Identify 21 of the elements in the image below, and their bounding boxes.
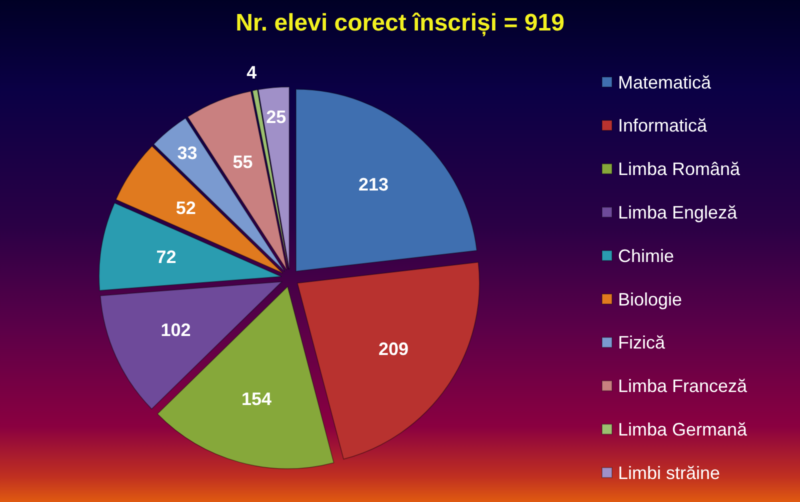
data-label: 4 (246, 62, 257, 83)
legend-label: Limba Franceză (618, 376, 748, 396)
data-label: 33 (177, 143, 198, 164)
chart-title: Nr. elevi corect înscriși = 919 (236, 9, 564, 36)
data-label: 213 (358, 174, 389, 195)
legend-label: Chimie (618, 246, 674, 266)
legend-label: Limba Română (618, 159, 742, 180)
data-label: 209 (378, 339, 409, 360)
legend-label: Limba Germană (618, 420, 748, 440)
data-label: 55 (232, 152, 253, 172)
data-label: 102 (160, 320, 191, 340)
legend-label: Limba Engleză (618, 202, 738, 222)
data-label: 52 (176, 198, 196, 218)
data-label: 72 (156, 247, 176, 268)
legend-label: Biologie (618, 289, 682, 310)
data-label: 154 (242, 389, 272, 410)
data-label: 25 (266, 107, 286, 128)
legend-label: Informatică (618, 116, 708, 136)
legend-label: Limbi străine (618, 462, 720, 483)
legend-label: Fizică (618, 332, 666, 353)
legend-label: Matematică (618, 72, 712, 92)
